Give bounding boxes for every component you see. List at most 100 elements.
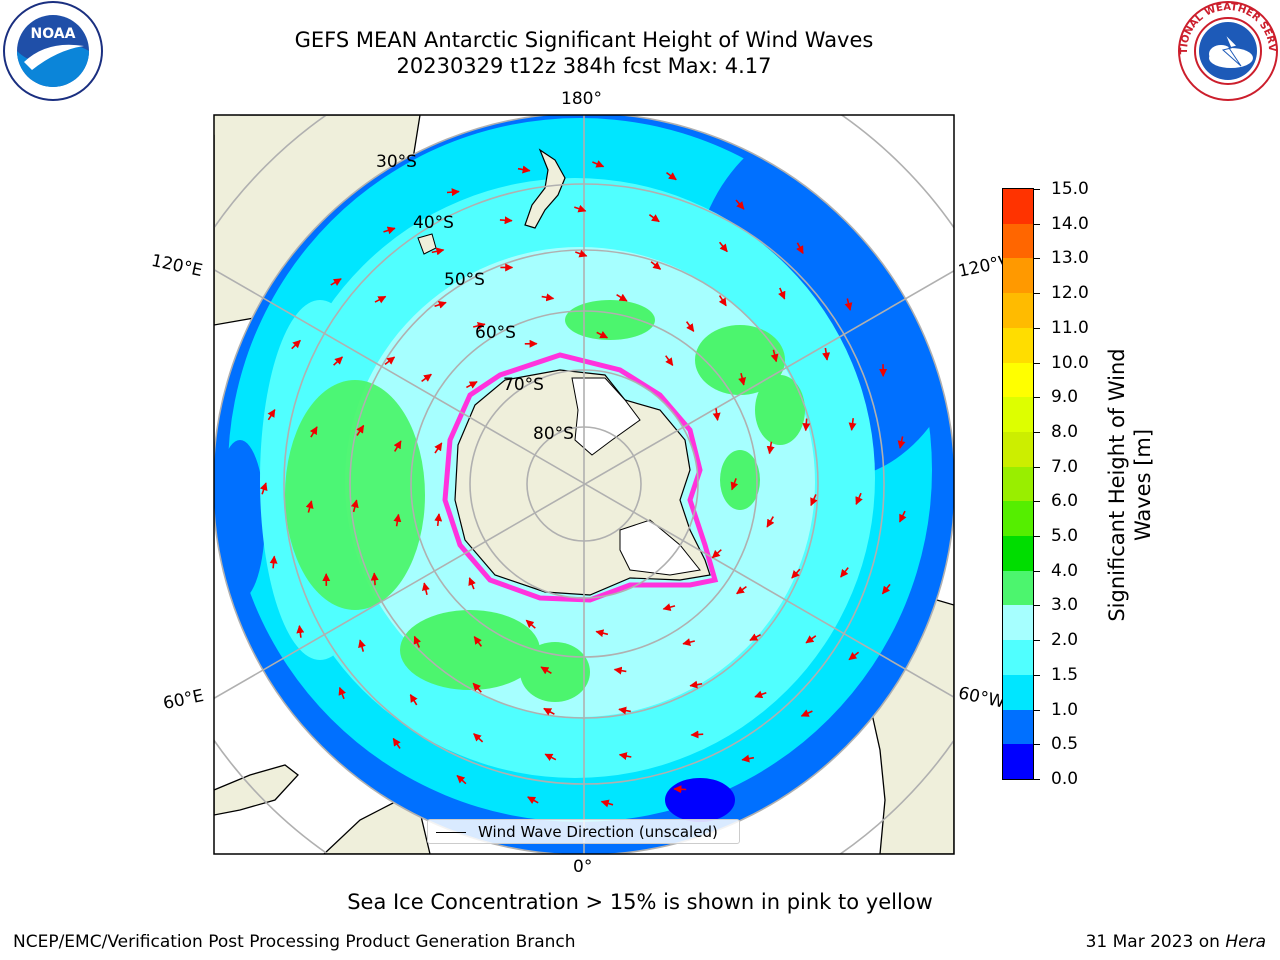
wind-arrow [384, 356, 396, 366]
colorbar-title-line1: Significant Height of Wind [1105, 348, 1129, 622]
colorbar-segment [1003, 327, 1033, 363]
wind-arrow [541, 293, 555, 302]
colorbar-segment [1003, 431, 1033, 467]
wind-arrow [718, 295, 727, 307]
wind-arrow [267, 409, 276, 421]
wind-arrow [791, 568, 801, 579]
wind-arrow [333, 356, 343, 366]
noaa-logo-icon: NOAA [3, 1, 103, 101]
wind-arrow [473, 321, 486, 330]
wind-arrow [673, 785, 687, 794]
wind-arrow [662, 603, 676, 612]
wind-arrow [296, 625, 305, 638]
wind-arrow [618, 706, 631, 715]
lat-label-30s: 30°S [376, 152, 417, 172]
colorbar-segment [1003, 640, 1033, 675]
colorbar-tick-label: 8.0 [1051, 421, 1079, 442]
wind-arrow [517, 165, 531, 174]
footer-branch: NCEP/EMC/Verification Post Processing Pr… [13, 932, 576, 952]
wind-arrow [618, 752, 632, 761]
wind-arrow [330, 278, 342, 286]
wind-arrow [802, 418, 811, 432]
wind-arrow [736, 585, 747, 595]
wind-arrow [712, 408, 721, 421]
colorbar-tick-label: 9.0 [1051, 387, 1079, 408]
wind-arrow [472, 682, 482, 693]
map-legend: Wind Wave Direction (unscaled) [427, 819, 740, 844]
colorbar-tick-label: 3.0 [1051, 595, 1079, 616]
wind-arrow [800, 709, 813, 717]
wind-arrow [383, 226, 396, 235]
colorbar-tick-label: 12.0 [1051, 283, 1089, 304]
wind-arrow [527, 796, 539, 805]
wind-arrow [525, 619, 536, 629]
wind-arrow [544, 753, 557, 762]
colorbar-tick-mark [1034, 223, 1040, 225]
wind-arrow [711, 549, 722, 559]
colorbar-tick-mark [1034, 536, 1040, 538]
sea-ice-rim [442, 352, 719, 603]
wind-arrow [393, 513, 402, 527]
wind-arrow [766, 441, 775, 455]
colorbar-segment [1003, 536, 1033, 571]
colorbar-tick-label: 1.0 [1051, 699, 1079, 720]
wind-arrow [434, 442, 443, 454]
colorbar-segment [1003, 223, 1033, 259]
colorbar-tick-mark [1034, 779, 1040, 780]
footer-date: 31 Mar 2023 on Hera [1086, 932, 1266, 952]
wind-arrow [409, 694, 418, 706]
wind-arrow [370, 572, 379, 586]
colorbar-tick-label: 14.0 [1051, 213, 1089, 234]
colorbar-segment [1003, 397, 1033, 432]
wind-arrow [309, 426, 318, 438]
colorbar-tick-mark [1034, 640, 1040, 642]
colorbar-tick-mark [1034, 362, 1040, 364]
colorbar-segment [1003, 293, 1033, 328]
colorbar-segment [1003, 709, 1033, 745]
wind-arrow [540, 666, 552, 675]
wind-arrow [592, 160, 605, 168]
wind-arrow [796, 242, 804, 255]
wind-arrow [421, 582, 430, 595]
wind-arrow [473, 733, 484, 743]
colorbar-segment [1003, 501, 1033, 537]
sea-ice-note: Sea Ice Concentration > 15% is shown in … [347, 890, 933, 914]
colorbar-tick-mark [1034, 605, 1040, 607]
colorbar-segment [1003, 258, 1033, 294]
wind-arrow [690, 730, 704, 739]
wind-arrow [350, 499, 359, 513]
colorbar-tick-mark [1034, 709, 1040, 711]
colorbar-tick-label: 6.0 [1051, 491, 1079, 512]
colorbar-title-line2: Waves [m] [1131, 428, 1155, 542]
wind-arrow [456, 775, 467, 785]
wind-arrow [881, 583, 891, 595]
footer-date-text: 31 Mar 2023 on [1085, 932, 1226, 952]
wind-arrow [600, 799, 614, 808]
wind-arrow [269, 555, 278, 569]
wind-arrow [392, 737, 401, 749]
colorbar-segment [1003, 466, 1033, 502]
wind-arrow [766, 516, 775, 528]
wind-arrow [689, 680, 703, 689]
wind-arrow [291, 339, 301, 350]
colorbar-tick-mark [1034, 570, 1040, 572]
map-frame [213, 114, 955, 855]
wind-arrow [844, 298, 853, 311]
wind-arrow [738, 373, 747, 386]
lat-label-80s: 80°S [533, 424, 574, 444]
colorbar-tick-label: 7.0 [1051, 456, 1079, 477]
wind-arrow [666, 171, 677, 181]
wind-arrow [898, 510, 907, 523]
legend-line-sample [436, 832, 466, 833]
colorbar [1002, 188, 1034, 780]
wind-arrow [848, 651, 860, 661]
wind-arrow [741, 754, 755, 763]
svg-text:NOAA: NOAA [31, 26, 76, 42]
wind-arrow [468, 577, 476, 590]
wind-arrow [305, 500, 314, 513]
colorbar-tick-mark [1034, 293, 1040, 295]
wind-arrow [466, 380, 478, 389]
colorbar-tick-mark [1034, 674, 1040, 676]
colorbar-tick-label: 13.0 [1051, 248, 1089, 269]
